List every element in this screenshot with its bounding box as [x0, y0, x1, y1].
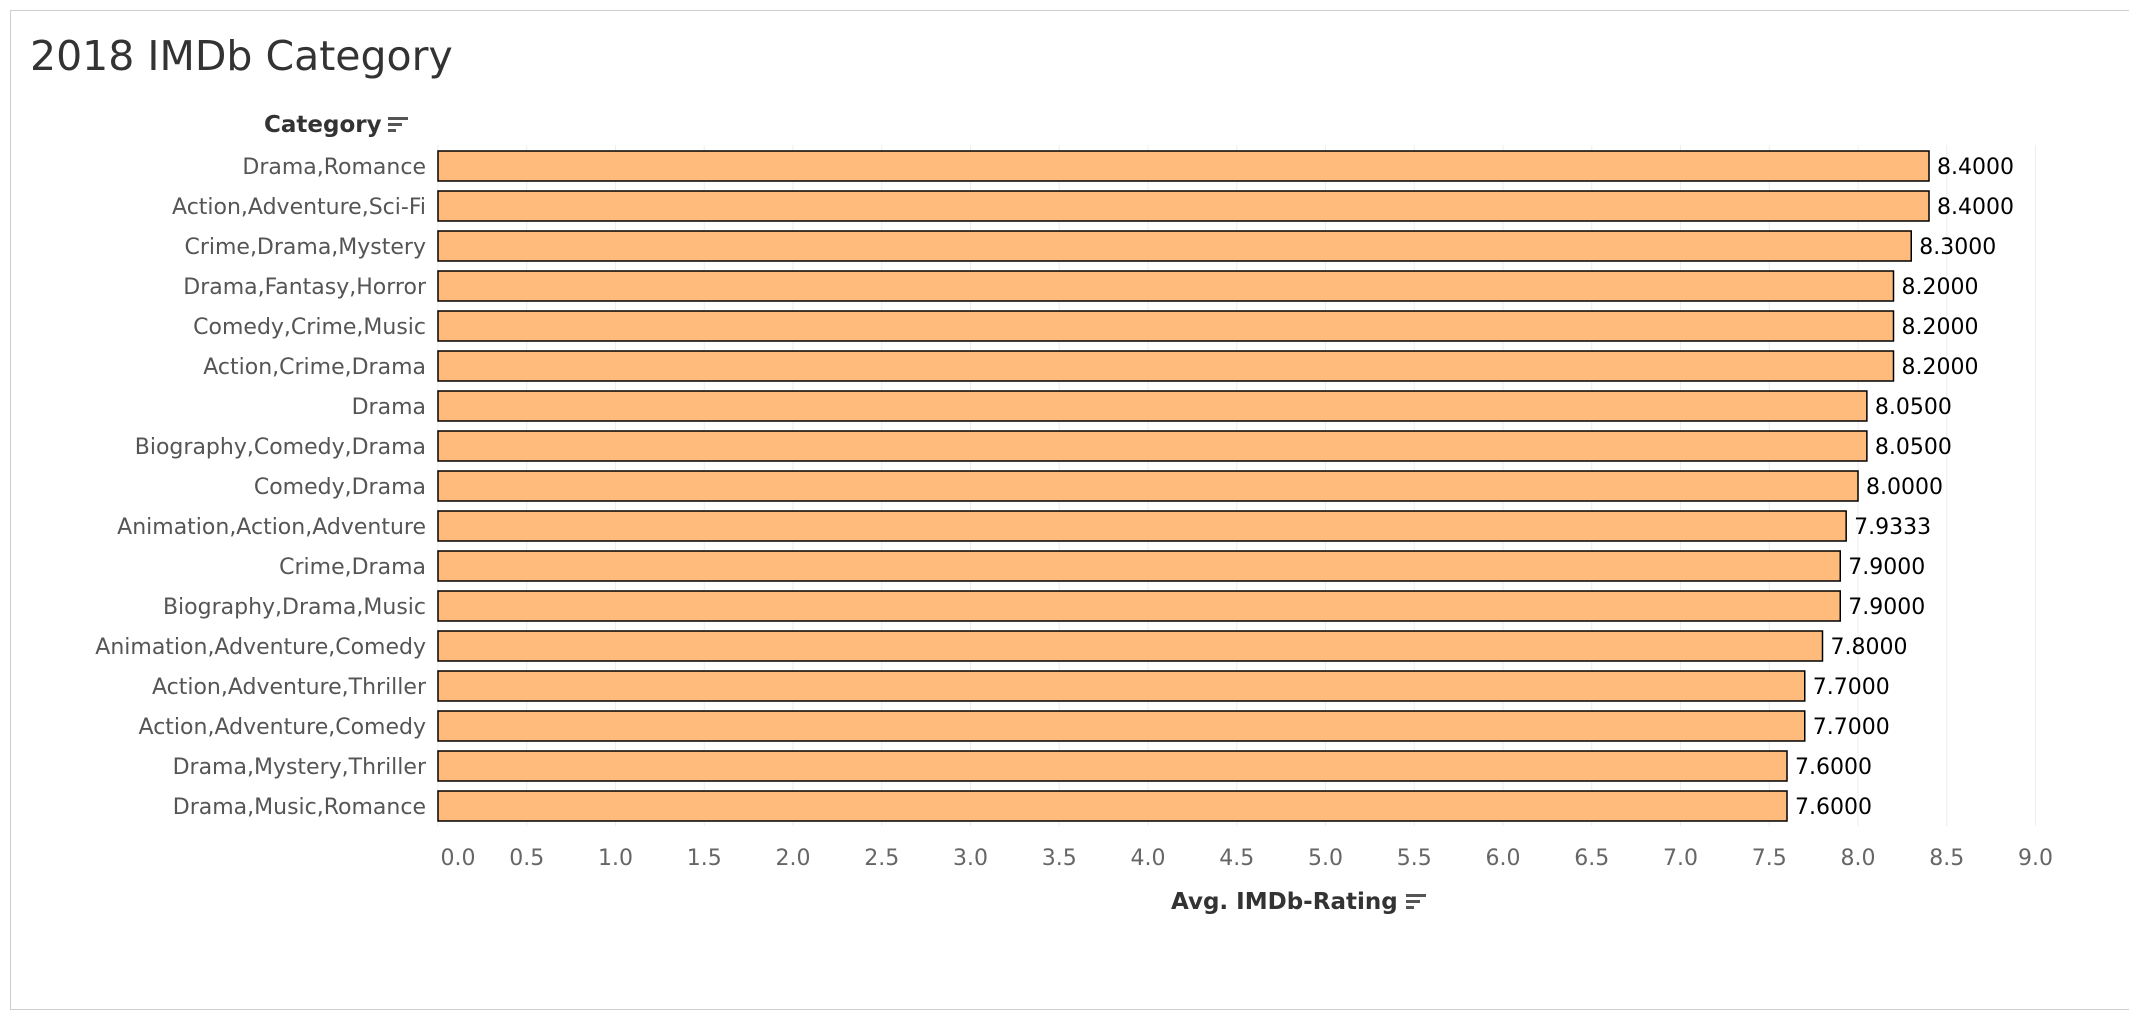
bar[interactable] [437, 390, 1868, 422]
x-tick-label: 8.5 [1929, 846, 1964, 871]
bar[interactable] [437, 510, 1847, 542]
x-tick-label: 3.5 [1042, 846, 1077, 871]
value-label: 8.4000 [1937, 195, 2014, 220]
category-header-label: Category [264, 112, 382, 138]
chart-title: 2018 IMDb Category [30, 32, 453, 80]
value-label: 7.7000 [1813, 715, 1890, 740]
bar[interactable] [437, 710, 1806, 742]
category-label[interactable]: Drama,Fantasy,Horror [183, 275, 427, 300]
x-tick-label: 4.5 [1219, 846, 1254, 871]
category-label[interactable]: Animation,Adventure,Comedy [95, 635, 426, 660]
value-label: 7.6000 [1795, 755, 1872, 780]
category-label[interactable]: Drama [352, 395, 426, 420]
value-label: 8.2000 [1902, 355, 1979, 380]
bar[interactable] [437, 750, 1788, 782]
bar[interactable] [437, 790, 1788, 822]
x-tick-label: 1.0 [598, 846, 633, 871]
x-tick-label: 7.5 [1752, 846, 1787, 871]
bar[interactable] [437, 430, 1868, 462]
category-label[interactable]: Crime,Drama [279, 555, 426, 580]
x-tick-label: 2.0 [776, 846, 811, 871]
sort-icon[interactable] [1405, 892, 1428, 912]
x-tick-label: 0.0 [441, 846, 476, 871]
value-label: 8.2000 [1902, 315, 1979, 340]
category-label[interactable]: Biography,Drama,Music [163, 595, 426, 620]
x-axis-header[interactable]: Avg. IMDb-Rating [1171, 889, 1428, 915]
value-label: 8.2000 [1902, 275, 1979, 300]
value-label: 7.7000 [1813, 675, 1890, 700]
bar[interactable] [437, 550, 1841, 582]
value-label: 8.0500 [1875, 395, 1952, 420]
category-label[interactable]: Action,Adventure,Comedy [139, 715, 426, 740]
value-label: 8.4000 [1937, 155, 2014, 180]
bar[interactable] [437, 230, 1912, 262]
x-axis-label: Avg. IMDb-Rating [1171, 889, 1398, 915]
category-header[interactable]: Category [264, 112, 410, 138]
value-label: 8.0500 [1875, 435, 1952, 460]
category-label[interactable]: Animation,Action,Adventure [117, 515, 426, 540]
value-label: 7.9333 [1854, 515, 1931, 540]
x-tick-label: 0.5 [509, 846, 544, 871]
category-label[interactable]: Drama,Romance [242, 155, 426, 180]
value-label: 8.0000 [1866, 475, 1943, 500]
x-tick-label: 2.5 [864, 846, 899, 871]
sort-icon[interactable] [387, 115, 410, 135]
category-label[interactable]: Comedy,Drama [254, 475, 426, 500]
value-label: 7.6000 [1795, 795, 1872, 820]
x-tick-label: 8.0 [1841, 846, 1876, 871]
value-label: 7.8000 [1831, 635, 1908, 660]
category-label[interactable]: Comedy,Crime,Music [193, 315, 426, 340]
x-tick-label: 6.5 [1574, 846, 1609, 871]
category-label[interactable]: Drama,Mystery,Thriller [173, 755, 427, 780]
x-tick-label: 6.0 [1486, 846, 1521, 871]
bar[interactable] [437, 190, 1930, 222]
category-label[interactable]: Action,Adventure,Thriller [152, 675, 427, 700]
category-label[interactable]: Biography,Comedy,Drama [135, 435, 426, 460]
x-tick-label: 3.0 [953, 846, 988, 871]
bar[interactable] [437, 310, 1895, 342]
x-tick-label: 4.0 [1131, 846, 1166, 871]
x-tick-label: 5.0 [1308, 846, 1343, 871]
value-label: 7.9000 [1848, 595, 1925, 620]
category-label[interactable]: Crime,Drama,Mystery [184, 235, 426, 260]
bar[interactable] [437, 630, 1824, 662]
value-label: 7.9000 [1848, 555, 1925, 580]
x-tick-label: 5.5 [1397, 846, 1432, 871]
bar[interactable] [437, 590, 1841, 622]
x-tick-label: 9.0 [2018, 846, 2053, 871]
bar[interactable] [437, 270, 1895, 302]
bar[interactable] [437, 670, 1806, 702]
bar[interactable] [437, 470, 1859, 502]
bar[interactable] [437, 350, 1895, 382]
category-label[interactable]: Action,Adventure,Sci-Fi [172, 195, 426, 220]
value-label: 8.3000 [1919, 235, 1996, 260]
bar[interactable] [437, 150, 1930, 182]
category-label[interactable]: Action,Crime,Drama [203, 355, 426, 380]
x-tick-label: 1.5 [687, 846, 722, 871]
x-tick-label: 7.0 [1663, 846, 1698, 871]
category-label[interactable]: Drama,Music,Romance [173, 795, 426, 820]
